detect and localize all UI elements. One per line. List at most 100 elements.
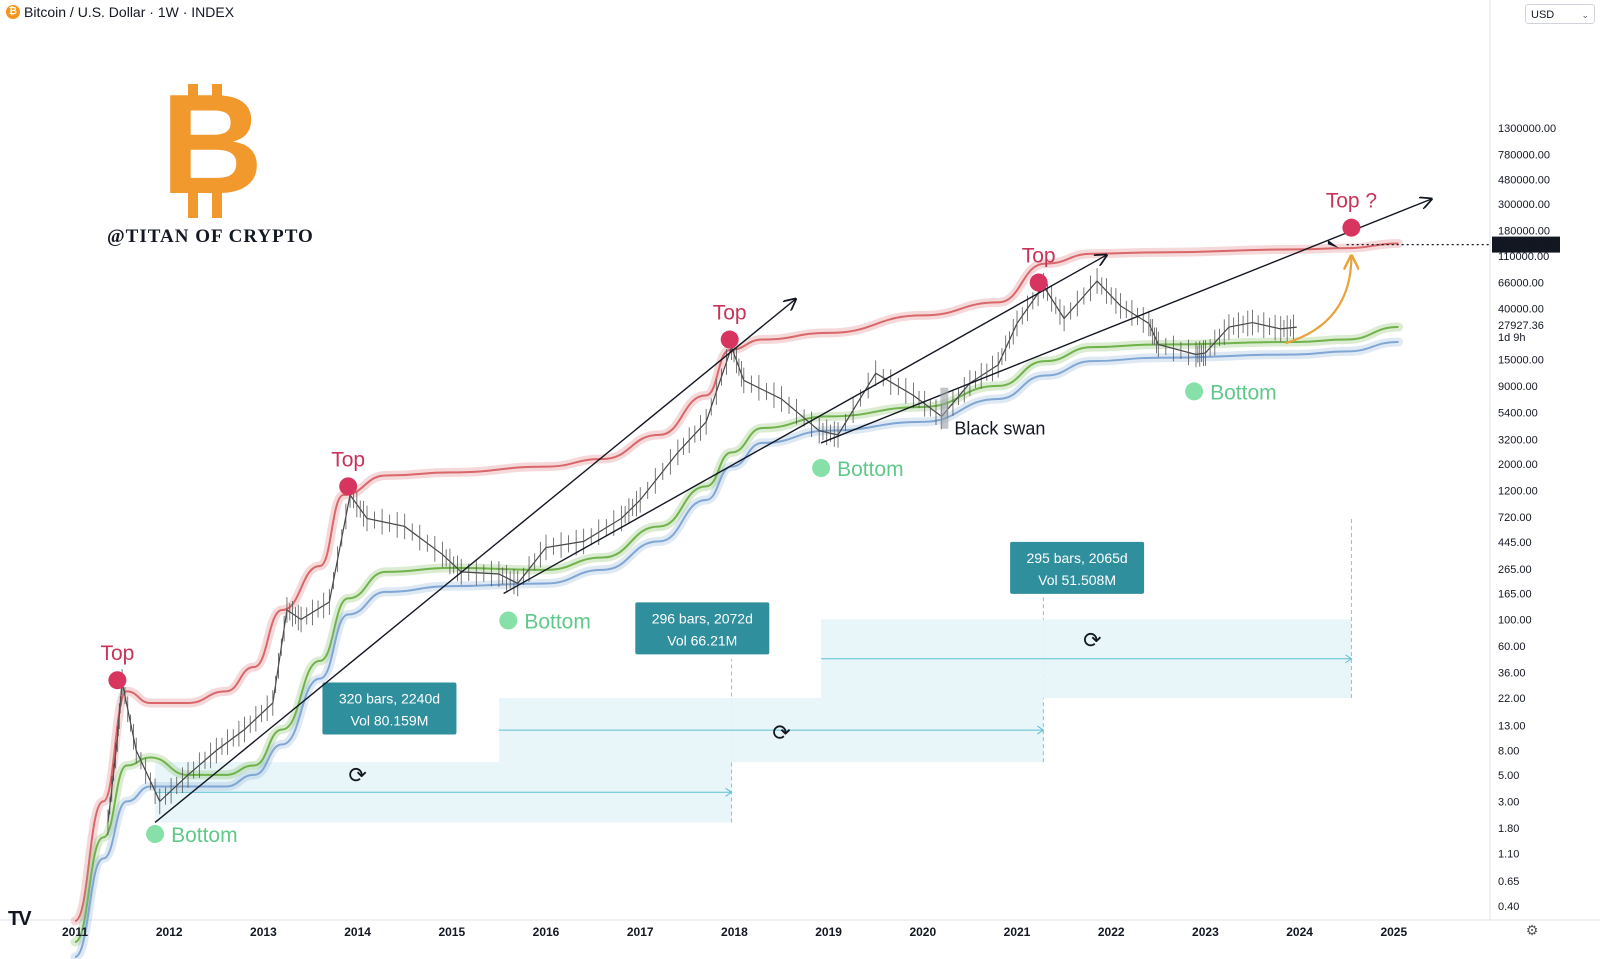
y-axis[interactable]: 1300000.00 780000.00 480000.00 300000.00 180… — [1492, 123, 1560, 913]
x-tick-label: 2022 — [1098, 925, 1125, 939]
x-tick-label: 2016 — [533, 925, 560, 939]
cycle-volume-label: Vol 51.508M — [1038, 572, 1116, 588]
y-tick-label: 1300000.00 — [1498, 123, 1556, 135]
bitcoin-logo-bar-top-right — [212, 84, 222, 108]
sync-icon: ⟳ — [348, 764, 366, 789]
x-tick-label: 2011 — [62, 925, 88, 939]
annotations: Top Top Top Top Top ? Bottom Bottom Bottom Botto… — [100, 190, 1377, 847]
top-marker — [108, 671, 127, 690]
countdown-label: 1d 9h — [1498, 332, 1526, 344]
y-tick-label: 36.00 — [1498, 667, 1526, 679]
trend-arrow-line — [503, 255, 1107, 595]
x-tick-label: 2017 — [627, 925, 654, 939]
chart-grid — [0, 0, 1600, 921]
y-tick-label: 265.00 — [1498, 564, 1532, 576]
y-tick-label: 445.00 — [1498, 537, 1532, 549]
currency-select[interactable]: USD ⌄ — [1525, 4, 1595, 24]
y-tick-label: 2000.00 — [1498, 459, 1538, 471]
y-tick-label: 5400.00 — [1498, 407, 1538, 419]
bitcoin-logo-bar-top-left — [188, 84, 198, 108]
price-line — [107, 280, 1297, 823]
x-tick-label: 2025 — [1380, 925, 1407, 939]
trend-lines — [154, 199, 1490, 824]
symbol-title: Bitcoin / U.S. Dollar · 1W · INDEX — [24, 4, 235, 20]
y-tick-label: 180000.00 — [1498, 225, 1550, 237]
x-axis[interactable]: 2011 2012 2013 2014 2015 2016 2017 2018 2019 2020… — [62, 923, 1538, 939]
x-tick-label: 2015 — [438, 925, 465, 939]
currency-value: USD — [1531, 9, 1555, 21]
x-tick-label: 2018 — [721, 925, 748, 939]
y-tick-label: 720.00 — [1498, 512, 1532, 524]
branding: @TITAN OF CRYPTO B — [107, 65, 313, 247]
chevron-down-icon: ⌄ — [1581, 10, 1589, 20]
trend-arrow-line — [154, 299, 796, 824]
price-level-label: 137033.91 — [1500, 240, 1552, 252]
bottom-marker — [812, 459, 831, 478]
cycle-range-arrowhead — [1345, 654, 1353, 664]
y-tick-label: 66000.00 — [1498, 278, 1544, 290]
cycle-label-box — [1010, 541, 1145, 594]
sync-icon: ⟳ — [772, 721, 790, 746]
y-tick-label: 9000.00 — [1498, 381, 1538, 393]
cycle-label-box — [635, 602, 770, 655]
y-tick-label: 3.00 — [1498, 796, 1519, 808]
y-tick-label: 3200.00 — [1498, 435, 1538, 447]
x-tick-label: 2021 — [1004, 925, 1031, 939]
y-tick-label: 8.00 — [1498, 746, 1519, 758]
chart-header: ₿ Bitcoin / U.S. Dollar · 1W · INDEX — [6, 4, 234, 20]
cycle-ranges: ⟳ 320 bars, 2240d Vol 80.159M ⟳ 296 bars, 20… — [155, 516, 1353, 823]
y-tick-label: 1.80 — [1498, 823, 1519, 835]
cycle-bars-label: 295 bars, 2065d — [1026, 550, 1127, 566]
tradingview-logo-icon: TV — [8, 908, 32, 930]
top-marker — [339, 477, 358, 496]
y-tick-label: 5.00 — [1498, 770, 1519, 782]
y-tick-label: 0.40 — [1498, 901, 1519, 913]
y-tick-label: 110000.00 — [1498, 251, 1549, 263]
bottom-marker — [1185, 382, 1204, 401]
bottom-label: Bottom — [1210, 381, 1277, 404]
gear-icon: ⚙ — [1526, 923, 1539, 939]
price-series — [107, 268, 1297, 836]
x-tick-label: 2023 — [1192, 925, 1219, 939]
y-tick-label: 13.00 — [1498, 720, 1526, 732]
top-label: Top ? — [1326, 190, 1377, 213]
bitcoin-icon: ₿ — [6, 5, 20, 19]
top-label: Top — [713, 302, 747, 325]
y-tick-label: 15000.00 — [1498, 354, 1544, 366]
x-tick-label: 2013 — [250, 925, 277, 939]
y-tick-label: 1.10 — [1498, 848, 1519, 860]
cycle-volume-label: Vol 66.21M — [667, 632, 737, 648]
y-tick-label: 22.00 — [1498, 693, 1526, 705]
x-tick-label: 2020 — [909, 925, 936, 939]
y-tick-label: 300000.00 — [1498, 199, 1550, 211]
black-swan-label: Black swan — [954, 419, 1045, 439]
forecast-arrow — [1285, 256, 1351, 345]
low-band-line — [74, 340, 1399, 958]
trend-arrow-line — [820, 199, 1431, 444]
top-label: Top — [100, 642, 134, 665]
top-label: Top — [1022, 245, 1056, 268]
y-tick-label: 40000.00 — [1498, 304, 1544, 316]
top-marker — [1342, 218, 1361, 237]
top-band-line — [74, 242, 1399, 922]
cycle-label-box — [322, 682, 457, 735]
pointer-icon — [1327, 239, 1340, 249]
black-swan-highlight — [940, 387, 949, 429]
cycle-bars-label: 296 bars, 2072d — [652, 610, 753, 626]
y-tick-label: 100.00 — [1498, 614, 1532, 626]
bitcoin-logo-bar-bottom-left — [188, 192, 198, 218]
top-label: Top — [331, 448, 365, 471]
current-price-label: 27927.36 — [1498, 320, 1544, 332]
y-tick-label: 780000.00 — [1498, 149, 1550, 161]
bottom-label: Bottom — [171, 824, 238, 847]
y-tick-label: 0.65 — [1498, 876, 1519, 888]
x-tick-label: 2024 — [1286, 925, 1313, 939]
x-tick-label: 2012 — [156, 925, 183, 939]
cycle-volume-label: Vol 80.159M — [351, 713, 429, 729]
y-tick-label: 165.00 — [1498, 588, 1532, 600]
y-tick-label: 480000.00 — [1498, 175, 1550, 187]
bottom-label: Bottom — [837, 458, 904, 481]
y-tick-label: 60.00 — [1498, 641, 1526, 653]
cycle-range-arrowhead — [1037, 725, 1045, 735]
